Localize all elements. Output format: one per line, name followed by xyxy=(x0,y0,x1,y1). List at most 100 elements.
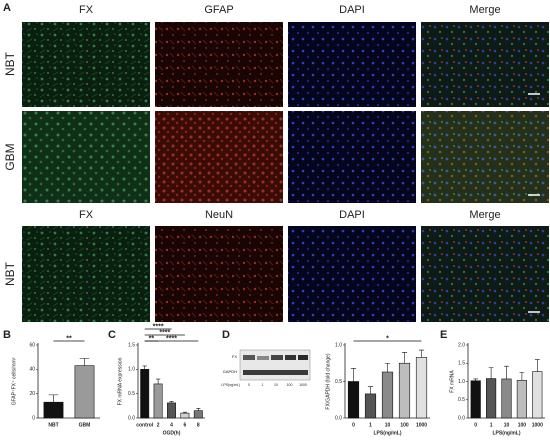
panel-label: C xyxy=(108,329,116,341)
image xyxy=(288,111,416,203)
error-bar xyxy=(350,368,357,382)
y-tick-label: 1.0 xyxy=(128,367,135,373)
bar xyxy=(486,378,497,419)
blot xyxy=(239,349,311,381)
bar xyxy=(193,410,203,419)
error-bar xyxy=(48,394,59,403)
bar xyxy=(381,371,394,419)
bar-chart: D0.00.51.0FX/GAPDH (fold change)0 1 10 100 1… xyxy=(222,329,430,436)
bar xyxy=(43,401,64,419)
band xyxy=(257,356,269,360)
error-bar xyxy=(473,378,479,381)
x-tick-label: 1 xyxy=(369,422,372,428)
significance-label: ** xyxy=(149,335,155,342)
x-tick-label: 6 xyxy=(184,422,187,428)
bar xyxy=(398,362,411,419)
x-tick-label: control xyxy=(136,422,154,428)
bar-chart: E 0.0 0.5 1.0 1.5 2.0 FX mRNA 0 1 10 100 1000 LPS(ng… xyxy=(440,329,545,436)
significance-label: **** xyxy=(166,335,177,342)
significance-label: **** xyxy=(159,329,170,336)
lane-label: 0 xyxy=(248,383,250,387)
band xyxy=(243,355,255,360)
y-axis-label: GFAP⁺FX⁺ cells/mm² xyxy=(11,357,17,405)
error-bar xyxy=(142,365,147,370)
error-bar xyxy=(534,359,540,372)
bar xyxy=(167,402,176,419)
bar xyxy=(415,357,428,419)
error-bar xyxy=(519,372,525,381)
error-bar xyxy=(367,386,374,394)
bar-chart: C 0.0 0.5 1.0 1.5 FX mRNA expression control 2 4… xyxy=(108,323,205,436)
lane-label: 1000 xyxy=(299,383,307,387)
y-tick-label: 0.5 xyxy=(128,391,135,397)
x-tick-label: 10 xyxy=(385,422,391,428)
bar xyxy=(140,369,150,419)
x-tick-label: 100 xyxy=(400,422,409,428)
error-bar xyxy=(488,367,494,379)
x-tick-label: GBM xyxy=(79,422,91,428)
bar xyxy=(180,412,190,419)
bar xyxy=(74,365,95,419)
bar xyxy=(516,380,527,419)
y-tick-label: 1.0 xyxy=(335,342,342,348)
bar xyxy=(153,383,163,419)
column-header: NeuN xyxy=(205,209,233,221)
blot-image xyxy=(239,349,311,381)
panel-label: B xyxy=(3,329,11,341)
y-tick-label: 1.5 xyxy=(128,342,135,348)
panel-label: E xyxy=(440,329,447,341)
bar-chart: B 0 20 40 60 GFAP⁺FX⁺ cells/mm² NBT GBM ** xyxy=(3,329,100,428)
error-bar xyxy=(169,401,174,403)
x-tick-label: 100 xyxy=(518,422,527,428)
lane-label: 100 xyxy=(287,383,293,387)
row-label: NBT xyxy=(3,261,17,286)
error-bar xyxy=(504,365,509,379)
column-header: Merge xyxy=(469,4,500,16)
column-header: FX xyxy=(79,4,94,16)
error-bar xyxy=(79,358,90,366)
panel-label: D xyxy=(222,329,230,341)
y-tick-label: 1.0 xyxy=(458,379,465,385)
error-bar xyxy=(182,411,187,414)
significance-label: ** xyxy=(66,335,72,342)
y-tick-label: 0.0 xyxy=(128,415,135,421)
error-bar xyxy=(384,362,391,373)
error-bar xyxy=(156,378,161,384)
image xyxy=(421,111,549,203)
image xyxy=(22,111,150,203)
x-tick-label: 1000 xyxy=(416,422,427,428)
band xyxy=(298,355,308,360)
band-label: GAPDH xyxy=(223,369,237,374)
bar xyxy=(532,371,543,419)
y-tick-label: 1.5 xyxy=(458,361,465,367)
image xyxy=(288,226,416,322)
row-label: NBT xyxy=(3,51,17,76)
x-tick-label: 4 xyxy=(170,422,173,428)
column-header: DAPI xyxy=(339,209,365,221)
bar xyxy=(501,378,512,419)
row-label: GBM xyxy=(3,143,17,170)
y-tick-label: 2.0 xyxy=(458,342,465,348)
column-header: FX xyxy=(79,209,94,221)
image xyxy=(155,22,283,107)
x-tick-label: 1000 xyxy=(532,422,543,428)
y-tick-label: 60 xyxy=(29,342,35,348)
significance-label: * xyxy=(386,335,389,342)
x-axis-label: OGD(h) xyxy=(163,430,181,436)
image xyxy=(288,22,416,107)
x-tick-label: 2 xyxy=(157,422,160,428)
image xyxy=(421,226,549,322)
y-tick-label: 20 xyxy=(29,391,35,397)
micrographs xyxy=(22,22,549,322)
column-header: Merge xyxy=(469,209,500,221)
y-tick-label: 40 xyxy=(29,367,35,373)
y-tick-label: 0.5 xyxy=(335,379,342,385)
x-tick-label: 8 xyxy=(197,422,200,428)
y-axis-label: FX/GAPDH (fold change) xyxy=(325,353,331,409)
bar xyxy=(470,380,481,419)
error-bar xyxy=(418,349,425,358)
image xyxy=(421,22,549,107)
x-tick-label: 0 xyxy=(474,422,477,428)
image xyxy=(155,111,283,203)
